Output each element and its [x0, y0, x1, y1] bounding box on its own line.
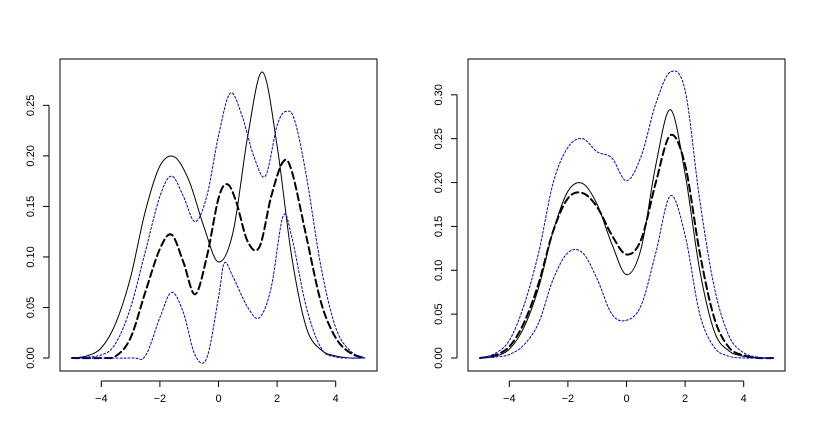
series-dotted-line	[479, 70, 774, 359]
left-density-plot: −4 −2 0 2 4 0.00 0.05 0.10 0.15 0.20 0.25	[25, 58, 378, 405]
y-tick-label: 0.30	[433, 84, 445, 105]
series-dotted-line	[479, 195, 774, 359]
y-tick-label: 0.05	[433, 303, 445, 324]
y-tick-label: 0.15	[433, 216, 445, 237]
y-tick-label: 0.05	[25, 297, 37, 318]
x-tick-label: 4	[741, 393, 747, 405]
y-tick-label: 0.20	[25, 145, 37, 166]
series-dashed-line	[479, 133, 774, 360]
x-tick-label: −2	[154, 393, 167, 405]
x-tick-label: −4	[95, 393, 108, 405]
x-tick-label: 4	[333, 393, 339, 405]
y-tick-label: 0.15	[25, 196, 37, 217]
plot-frame	[467, 58, 786, 372]
x-tick-label: 0	[623, 393, 629, 405]
series-dotted-line	[71, 92, 366, 359]
x-tick-label: 2	[274, 393, 280, 405]
x-tick-label: 2	[682, 393, 688, 405]
right-density-plot: −4 −2 0 2 4 0.00 0.05 0.10 0.15 0.20 0.25 0.30	[433, 58, 786, 405]
series-dashed-line	[71, 158, 366, 360]
x-tick-label: −4	[503, 393, 516, 405]
y-tick-label: 0.20	[433, 172, 445, 193]
plot-frame	[59, 58, 378, 372]
series-solid-line	[71, 71, 366, 359]
x-tick-label: 0	[215, 393, 221, 405]
y-tick-label: 0.25	[433, 128, 445, 149]
series-solid-line	[479, 109, 774, 359]
y-tick-label: 0.10	[433, 260, 445, 281]
x-tick-label: −2	[562, 393, 575, 405]
y-tick-label: 0.00	[25, 347, 37, 368]
y-tick-label: 0.00	[433, 347, 445, 368]
y-tick-label: 0.25	[25, 95, 37, 116]
y-tick-label: 0.10	[25, 246, 37, 267]
series-dotted-line	[71, 213, 366, 364]
